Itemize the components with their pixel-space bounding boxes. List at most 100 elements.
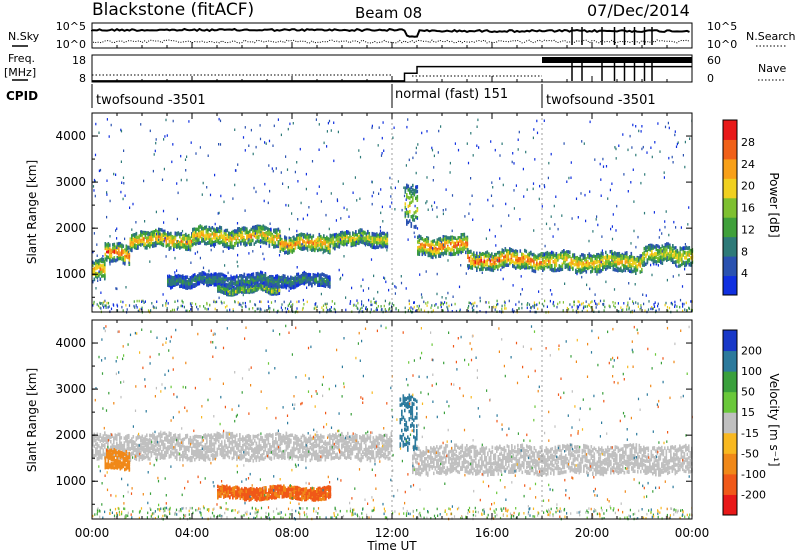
power-cell	[498, 253, 501, 258]
power-cell	[573, 255, 576, 260]
power-cell	[413, 211, 416, 215]
power-cell	[306, 238, 309, 242]
power-cell	[249, 239, 251, 243]
power-cell	[418, 248, 421, 252]
power-cell	[109, 247, 111, 251]
power-cell	[597, 255, 600, 259]
power-cell	[690, 256, 692, 260]
power-cell	[572, 259, 574, 263]
noise-ytick-top: 10^5	[56, 20, 86, 33]
power-cell	[229, 242, 232, 246]
power-cell	[297, 276, 299, 280]
power-cell	[480, 262, 483, 266]
power-cell	[208, 232, 211, 237]
power-cell	[189, 247, 192, 252]
power-cell	[311, 277, 313, 282]
power-cell	[109, 249, 111, 254]
power-cell	[551, 250, 553, 255]
power-cell	[300, 274, 303, 279]
power-cell	[539, 265, 541, 270]
power-cell	[445, 250, 448, 254]
power-cell	[215, 278, 217, 283]
power-cell	[155, 233, 157, 237]
power-cell	[225, 236, 227, 241]
power-cell	[407, 220, 410, 225]
power-cell	[457, 252, 460, 256]
power-cell	[260, 276, 262, 280]
power-cell	[321, 236, 324, 241]
power-cell	[107, 255, 110, 260]
power-cell	[284, 283, 286, 287]
power-cell	[150, 232, 153, 236]
power-cell	[415, 215, 417, 219]
power-cell	[131, 240, 133, 245]
power-cell	[228, 236, 230, 241]
power-cell	[612, 255, 615, 260]
power-cell	[682, 253, 685, 257]
power-cell	[426, 250, 428, 254]
power-cell	[690, 261, 692, 266]
power-cell	[498, 258, 501, 263]
power-cell	[635, 261, 637, 265]
power-cell	[177, 278, 180, 283]
power-cell	[176, 280, 178, 284]
power-cell	[492, 265, 495, 269]
power-cell	[211, 237, 214, 241]
power-cell	[173, 276, 175, 280]
power-cell	[573, 253, 576, 257]
power-cell	[202, 230, 205, 234]
power-cell	[321, 281, 324, 285]
power-cell	[444, 248, 446, 253]
power-cell	[362, 230, 365, 234]
power-cell	[198, 272, 201, 276]
power-cell	[153, 242, 156, 246]
power-cell	[377, 237, 380, 241]
power-cell	[558, 264, 561, 268]
power-cell	[198, 231, 200, 235]
power-cell	[239, 286, 242, 290]
power-cell	[468, 256, 471, 261]
power-cell	[256, 235, 259, 240]
power-cell	[611, 251, 613, 255]
power-cell	[585, 263, 588, 268]
power-cell	[193, 241, 196, 246]
power-cell	[552, 268, 555, 273]
power-cell	[664, 250, 667, 254]
power-cell	[135, 232, 138, 236]
power-cell	[447, 239, 449, 244]
power-cell	[110, 248, 113, 253]
power-cell	[185, 241, 187, 245]
power-cell	[406, 193, 408, 197]
power-cell	[132, 233, 135, 237]
power-cell	[327, 239, 330, 243]
power-cell	[121, 252, 123, 256]
power-cell	[219, 226, 221, 230]
power-cell	[246, 273, 249, 278]
power-cell	[323, 234, 325, 238]
power-cell	[633, 258, 636, 263]
power-cell	[276, 275, 279, 279]
power-cell	[323, 241, 325, 246]
power-cell	[609, 261, 612, 265]
power-cell	[614, 257, 616, 262]
power-cell	[189, 242, 192, 246]
power-cell	[485, 251, 487, 255]
power-cell	[433, 246, 436, 250]
power-cell	[246, 235, 248, 239]
power-cell	[311, 239, 313, 244]
power-cell	[639, 263, 642, 267]
power-cell	[159, 236, 162, 240]
power-cell	[667, 244, 670, 249]
power-cell	[482, 265, 484, 270]
power-cell	[214, 236, 217, 240]
power-cell	[521, 265, 523, 270]
power-cell	[410, 200, 413, 204]
power-cell	[417, 252, 419, 256]
power-cell	[467, 264, 469, 268]
power-cell	[507, 263, 510, 267]
power-cell	[259, 240, 262, 244]
power-cell	[587, 255, 589, 259]
power-cell	[509, 258, 511, 262]
power-cell	[549, 266, 552, 270]
power-cell	[549, 255, 552, 259]
